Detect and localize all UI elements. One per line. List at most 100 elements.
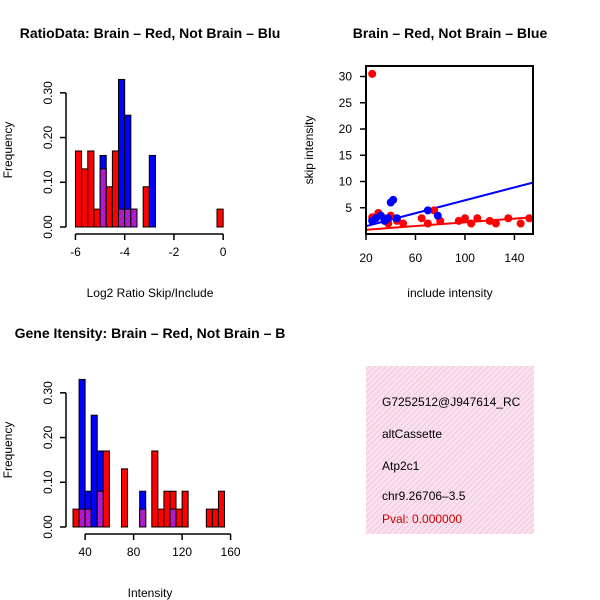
y-tick-label: 5 <box>345 201 352 215</box>
intensity-histogram-axes: 40 80 120 160 0.00 0.10 0.20 0.30 <box>41 381 241 559</box>
not-brain-bar <box>118 78 126 228</box>
not-brain-point <box>392 214 401 223</box>
y-tick-label: 20 <box>339 122 353 136</box>
brain-bar <box>181 490 189 528</box>
overlap-bar <box>78 508 86 528</box>
ratio-histogram-panel: RatioData: Brain – Red, Not Brain – Blu … <box>1 25 280 300</box>
brain-bar <box>102 450 110 528</box>
pval-text: Pval: 0.000000 <box>382 512 462 526</box>
brain-point <box>516 219 525 228</box>
x-tick-label: 0 <box>220 245 227 259</box>
not-brain-point <box>384 214 393 223</box>
x-tick-label: 120 <box>172 545 192 559</box>
brain-bar <box>151 450 159 528</box>
x-tick-label: 60 <box>409 251 423 265</box>
intensity-histogram-bars <box>72 378 226 528</box>
brain-bar <box>142 186 150 228</box>
y-tick-label: 0.00 <box>41 515 55 539</box>
brain-point <box>454 216 463 225</box>
overlap-bar <box>96 490 104 528</box>
x-tick-label: 140 <box>504 251 524 265</box>
brain-bar <box>216 208 224 228</box>
not-brain-bar <box>78 378 86 528</box>
brain-bar <box>74 150 83 228</box>
brain-point <box>467 219 476 228</box>
info-background <box>366 366 534 534</box>
y-tick-label: 0.30 <box>41 81 55 105</box>
ratio-histogram-ylabel: Frequency <box>1 122 15 179</box>
ratio-histogram-axes: -6 -4 -2 0 0.00 0.10 0.20 0.30 <box>41 81 227 259</box>
x-tick-label: 40 <box>78 545 92 559</box>
y-tick-label: 10 <box>339 175 353 189</box>
brain-bar <box>157 508 165 528</box>
brain-bar <box>211 508 219 528</box>
brain-bar <box>105 186 113 228</box>
brain-bar <box>111 150 120 228</box>
scatter-xlabel: include intensity <box>407 286 492 300</box>
scatter-marks <box>366 69 533 231</box>
brain-point <box>368 69 377 78</box>
brain-bar <box>93 208 101 228</box>
y-tick-label: 0.20 <box>41 126 55 150</box>
y-tick-label: 0.30 <box>41 381 55 405</box>
brain-point <box>491 219 500 228</box>
scatter-title: Brain – Red, Not Brain – Blue <box>353 25 548 41</box>
overlap-bar <box>99 168 107 228</box>
overlap-bar <box>130 208 138 228</box>
brain-bar <box>72 508 80 528</box>
intensity-histogram-panel: Gene Itensity: Brain – Red, Not Brain – … <box>1 325 285 600</box>
not-brain-point <box>389 195 398 204</box>
y-tick-label: 30 <box>339 70 353 84</box>
not-brain-point <box>423 206 432 215</box>
overlap-bar <box>124 208 132 228</box>
brain-bar <box>175 508 183 528</box>
brain-bar <box>217 490 226 528</box>
ratio-histogram-title: RatioData: Brain – Red, Not Brain – Blu <box>20 25 281 41</box>
x-tick-label: -2 <box>169 245 180 259</box>
scatter-axes: 20 60 100 140 5 10 15 20 25 30 <box>339 70 525 266</box>
y-tick-label: 0.10 <box>41 470 55 494</box>
event-type: altCassette <box>382 427 442 441</box>
brain-point <box>485 216 494 225</box>
brain-point <box>504 214 513 223</box>
x-tick-label: 80 <box>127 545 141 559</box>
x-tick-label: 160 <box>221 545 241 559</box>
overlap-bar <box>84 508 92 528</box>
brain-bar <box>205 508 213 528</box>
overlap-bar <box>169 508 177 528</box>
overlap-bar <box>139 508 147 528</box>
x-tick-label: 20 <box>359 251 373 265</box>
overlap-bar <box>118 208 126 228</box>
y-tick-label: 25 <box>339 96 353 110</box>
brain-bar <box>120 468 129 528</box>
intensity-histogram-xlabel: Intensity <box>128 586 173 600</box>
info-panel: G7252512@J947614_RC altCassette Atp2c1 c… <box>366 366 534 534</box>
brain-point <box>460 214 469 223</box>
y-tick-label: 0.10 <box>41 170 55 194</box>
gene-name: Atp2c1 <box>382 459 420 473</box>
scatter-ylabel: skip intensity <box>302 116 316 185</box>
brain-point <box>399 219 408 228</box>
x-tick-label: -4 <box>119 245 130 259</box>
genomic-location: chr9.26706–3.5 <box>382 489 466 503</box>
brain-bar <box>163 490 171 528</box>
intensity-histogram-title: Gene Itensity: Brain – Red, Not Brain – … <box>15 325 286 341</box>
not-brain-bar <box>90 414 98 528</box>
not-brain-point <box>433 211 442 220</box>
brain-point <box>417 214 426 223</box>
brain-point <box>525 214 533 223</box>
ratio-histogram-xlabel: Log2 Ratio Skip/Include <box>87 286 214 300</box>
x-tick-label: -6 <box>70 245 81 259</box>
x-tick-label: 100 <box>455 251 475 265</box>
y-tick-label: 15 <box>339 148 353 162</box>
y-tick-label: 0.20 <box>41 426 55 450</box>
brain-bar <box>87 150 95 228</box>
intensity-histogram-ylabel: Frequency <box>1 422 15 479</box>
brain-point <box>423 219 432 228</box>
not-brain-bar <box>148 154 156 228</box>
y-tick-label: 0.00 <box>41 215 55 239</box>
brain-bar <box>81 168 89 228</box>
scatter-plot-box <box>365 65 534 235</box>
event-id: G7252512@J947614_RC <box>382 395 521 409</box>
